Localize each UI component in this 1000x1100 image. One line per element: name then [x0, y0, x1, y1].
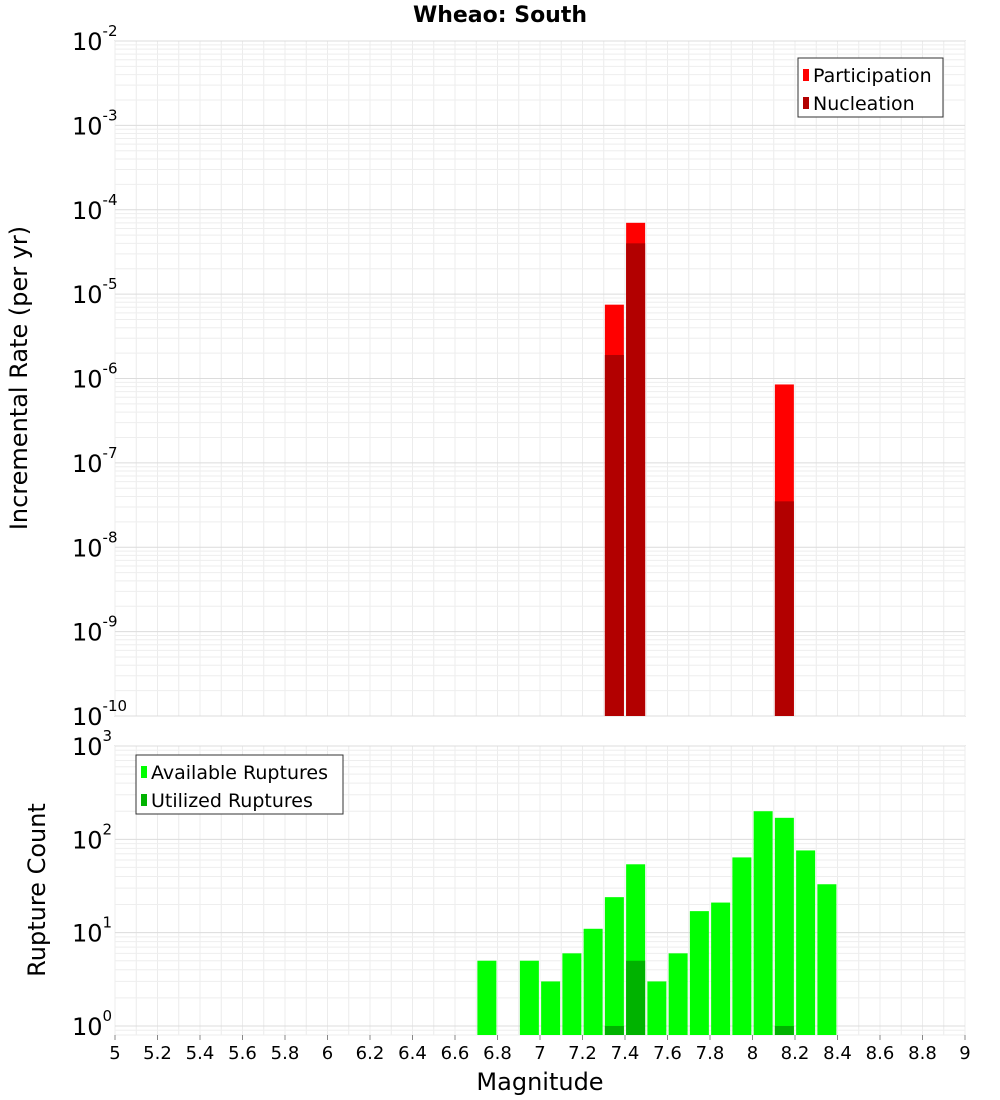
count-bar-available-ruptures — [562, 953, 582, 1035]
rate-bar-nucleation — [626, 243, 646, 717]
x-tick-label: 7.4 — [611, 1043, 640, 1064]
x-tick-label: 6.2 — [356, 1043, 385, 1064]
count-bar-available-ruptures — [774, 817, 794, 1035]
rate-gridlines — [114, 40, 966, 717]
x-tick-label: 6 — [322, 1043, 333, 1064]
x-tick-label: 7.8 — [696, 1043, 725, 1064]
count-bar-available-ruptures — [477, 960, 497, 1035]
rate-y-ticks: 10-10 10-9 10-8 10-7 10-6 10-5 10-4 10-3 10-2 — [72, 22, 127, 731]
chart-title: Wheao: South — [413, 3, 587, 28]
count-y-tick-label: 103 — [72, 727, 112, 761]
x-tick-label: 7.2 — [568, 1043, 597, 1064]
count-bar-available-ruptures — [541, 981, 561, 1035]
count-bar-utilized-ruptures — [626, 960, 646, 1035]
count-y-tick-label: 101 — [72, 914, 112, 948]
rate-y-tick-label: 10-10 — [72, 697, 127, 731]
count-y-ticks: 100 101 102 103 — [72, 727, 112, 1041]
count-bar-available-ruptures — [732, 857, 752, 1035]
count-bar-available-ruptures — [796, 850, 816, 1035]
count-bars — [477, 811, 837, 1035]
count-bar-available-ruptures — [711, 902, 731, 1035]
count-bar-available-ruptures — [817, 884, 837, 1035]
x-tick-label: 9 — [959, 1043, 970, 1064]
x-tick-label: 5.4 — [186, 1043, 215, 1064]
count-bar-available-ruptures — [519, 960, 539, 1035]
count-bar-available-ruptures — [647, 981, 667, 1035]
x-tick-label: 6.4 — [398, 1043, 427, 1064]
rate-y-tick-label: 10-9 — [72, 613, 118, 647]
count-legend-swatch — [141, 766, 147, 778]
rate-y-tick-label: 10-8 — [72, 528, 118, 562]
rate-legend-label: Participation — [813, 65, 932, 87]
count-bar-available-ruptures — [668, 953, 688, 1035]
count-bar-available-ruptures — [583, 928, 603, 1035]
count-legend-box — [135, 754, 344, 815]
count-legend-label: Utilized Ruptures — [151, 790, 313, 812]
count-y-tick-label: 100 — [72, 1007, 112, 1041]
count-y-tick-label: 102 — [72, 820, 112, 854]
rate-legend-swatch — [803, 97, 809, 109]
rate-legend-swatch — [803, 69, 809, 81]
rate-y-tick-label: 10-7 — [72, 444, 118, 478]
x-tick-label: 7.6 — [653, 1043, 682, 1064]
rate-y-tick-label: 10-4 — [72, 191, 118, 225]
rate-bar-nucleation — [604, 354, 624, 716]
count-bar-utilized-ruptures — [774, 1025, 794, 1035]
rate-bar-nucleation — [774, 501, 794, 716]
count-panel: 100 101 102 103 5 5.2 5.4 5.6 5.8 6 6.2 6.4 6.6 6.8 7… — [23, 727, 971, 1096]
count-y-axis-label: Rupture Count — [23, 803, 51, 977]
x-tick-label: 5 — [109, 1043, 120, 1064]
x-tick-label: 7 — [534, 1043, 545, 1064]
x-tick-label: 8 — [747, 1043, 758, 1064]
x-tick-label: 5.2 — [143, 1043, 172, 1064]
x-tick-label: 6.8 — [483, 1043, 512, 1064]
rate-y-tick-label: 10-5 — [72, 275, 118, 309]
x-tick-label: 5.8 — [271, 1043, 300, 1064]
rate-y-tick-label: 10-3 — [72, 106, 118, 140]
count-bar-available-ruptures — [604, 897, 624, 1035]
count-legend-swatch — [141, 794, 147, 806]
count-bar-utilized-ruptures — [604, 1025, 624, 1035]
magnitude-x-ticks: 5 5.2 5.4 5.6 5.8 6 6.2 6.4 6.6 6.8 7 7.2 7.4 7.6 7.8 8… — [109, 1035, 971, 1064]
x-axis-label: Magnitude — [476, 1068, 603, 1096]
rate-bars — [604, 222, 794, 717]
x-tick-label: 8.4 — [823, 1043, 852, 1064]
rate-legend-label: Nucleation — [813, 93, 915, 115]
rate-y-tick-label: 10-6 — [72, 360, 118, 394]
count-legend: Available Ruptures Utilized Ruptures — [135, 754, 344, 815]
count-legend-label: Available Ruptures — [151, 762, 328, 784]
x-tick-label: 8.6 — [866, 1043, 895, 1064]
rate-y-axis-label: Incremental Rate (per yr) — [5, 226, 33, 530]
rate-legend: Participation Nucleation — [797, 57, 944, 118]
count-bar-available-ruptures — [689, 911, 709, 1035]
rate-legend-box — [797, 57, 944, 118]
rate-y-tick-label: 10-2 — [72, 22, 118, 56]
x-tick-label: 8.8 — [908, 1043, 937, 1064]
x-tick-label: 5.6 — [228, 1043, 257, 1064]
x-tick-label: 6.6 — [441, 1043, 470, 1064]
rate-panel: 10-10 10-9 10-8 10-7 10-6 10-5 10-4 10-3 10-2 In… — [5, 22, 966, 731]
x-tick-label: 8.2 — [781, 1043, 810, 1064]
count-bar-available-ruptures — [753, 811, 773, 1035]
